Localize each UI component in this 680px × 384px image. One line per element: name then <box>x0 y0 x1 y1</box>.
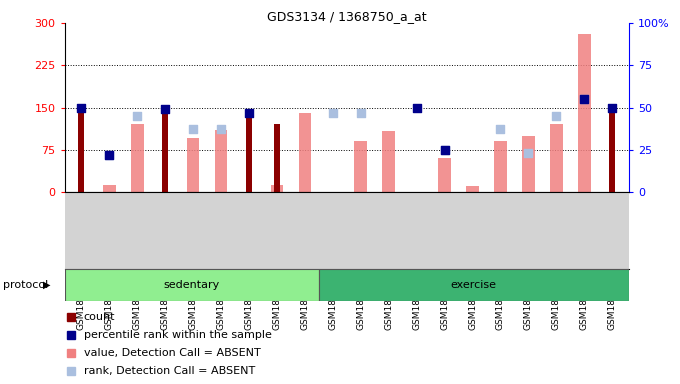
Bar <box>187 139 199 192</box>
Point <box>579 96 590 102</box>
Bar <box>494 141 507 192</box>
Text: ▶: ▶ <box>43 280 50 290</box>
Bar <box>578 34 591 192</box>
Text: percentile rank within the sample: percentile rank within the sample <box>84 330 271 340</box>
Bar <box>271 185 284 192</box>
Point <box>160 106 171 112</box>
Point <box>523 150 534 156</box>
Bar <box>299 113 311 192</box>
Point <box>132 113 143 119</box>
Text: protocol: protocol <box>3 280 49 290</box>
Bar <box>246 110 252 192</box>
Point <box>356 109 367 116</box>
Bar <box>609 108 615 192</box>
Bar <box>274 124 280 192</box>
Bar <box>215 130 227 192</box>
Bar <box>65 269 318 301</box>
Point <box>439 147 450 153</box>
Point <box>104 152 115 158</box>
Point <box>495 126 506 132</box>
Point <box>579 96 590 102</box>
Text: rank, Detection Call = ABSENT: rank, Detection Call = ABSENT <box>84 366 255 376</box>
Bar <box>522 136 534 192</box>
Bar <box>162 113 168 192</box>
Bar <box>318 269 629 301</box>
Point <box>243 109 254 116</box>
Bar <box>78 108 84 192</box>
Bar <box>550 124 562 192</box>
Point <box>607 104 617 111</box>
Point <box>551 113 562 119</box>
Point <box>76 104 87 111</box>
Bar <box>131 124 143 192</box>
Text: value, Detection Call = ABSENT: value, Detection Call = ABSENT <box>84 348 260 358</box>
Bar <box>466 186 479 192</box>
Point <box>188 126 199 132</box>
Bar <box>354 141 367 192</box>
Bar <box>103 185 116 192</box>
Point <box>411 104 422 111</box>
Text: GDS3134 / 1368750_a_at: GDS3134 / 1368750_a_at <box>267 10 426 23</box>
Point <box>327 109 338 116</box>
Text: count: count <box>84 311 115 321</box>
Text: sedentary: sedentary <box>163 280 220 290</box>
Bar <box>382 131 395 192</box>
Text: exercise: exercise <box>451 280 497 290</box>
Point <box>439 147 450 153</box>
Bar <box>439 158 451 192</box>
Point <box>216 126 226 132</box>
Point <box>104 152 115 158</box>
